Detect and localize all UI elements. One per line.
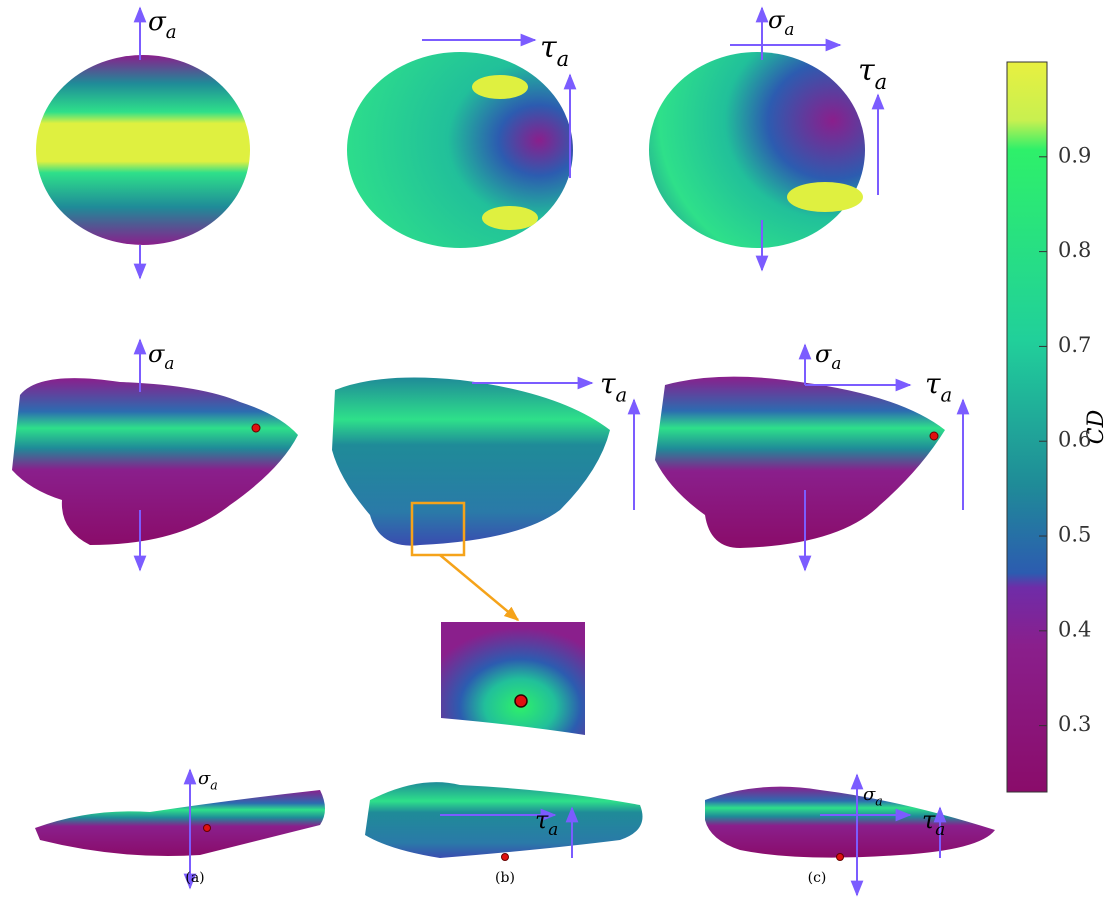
- arrow-label: σa: [198, 768, 218, 792]
- marker-dot: [501, 853, 509, 861]
- specimen-a-side: [35, 790, 325, 856]
- hot-spot: [482, 206, 538, 230]
- zoom-arrow: [439, 554, 520, 621]
- arrow-label: σa: [148, 7, 177, 43]
- arrow-label: σa: [815, 340, 841, 373]
- symbol: τ: [540, 30, 557, 65]
- shapes: [12, 52, 995, 861]
- marker-dot: [203, 824, 211, 832]
- subscript: a: [875, 793, 883, 808]
- marker-dot: [251, 423, 261, 433]
- tick-label: 0.3: [1058, 712, 1091, 736]
- arrow-label: σa: [148, 340, 174, 373]
- load-arrows: [133, 6, 970, 897]
- tick-label: 0.4: [1058, 617, 1091, 641]
- specimen-b: [332, 377, 610, 546]
- symbol: σ: [148, 340, 165, 368]
- symbol: τ: [535, 806, 549, 834]
- arrow-label: τa: [535, 806, 558, 839]
- panel-label: (a): [185, 870, 204, 886]
- panel-label: (b): [495, 870, 515, 886]
- marker-dot: [514, 694, 528, 708]
- arrow-label: σa: [863, 784, 883, 808]
- symbol: τ: [925, 367, 941, 400]
- symbol: τ: [600, 367, 616, 400]
- subscript: a: [935, 819, 945, 839]
- panel-label: (c): [808, 870, 827, 886]
- subscript: a: [831, 353, 841, 373]
- tick-label: 0.5: [1058, 523, 1091, 547]
- symbol: σ: [863, 784, 876, 805]
- subscript: a: [164, 353, 174, 373]
- subscript: a: [166, 22, 177, 43]
- sphere-a: [36, 55, 250, 245]
- specimen-a: [12, 378, 298, 545]
- symbol: σ: [148, 7, 167, 37]
- symbol: σ: [198, 768, 211, 789]
- symbol: τ: [922, 806, 936, 834]
- subscript: a: [210, 777, 218, 792]
- zoom-inset: [441, 622, 585, 735]
- arrow-label: τa: [925, 367, 952, 406]
- specimen-c-side: [705, 786, 995, 858]
- arrow-label: τa: [922, 806, 945, 839]
- subscript: a: [616, 383, 628, 406]
- symbol: σ: [815, 340, 832, 368]
- subscript: a: [941, 383, 953, 406]
- subscript: a: [557, 47, 570, 71]
- colorbar: CD 0.3 0.4 0.5 0.6 0.7 0.8 0.9: [1006, 61, 1109, 793]
- hot-spot: [787, 182, 863, 212]
- tick-label: 0.8: [1058, 238, 1091, 262]
- marker-dot: [836, 853, 844, 861]
- sphere-c: [649, 52, 865, 248]
- colorbar-scale: [1006, 61, 1048, 793]
- tick-label: 0.9: [1058, 143, 1091, 167]
- arrow-label: τa: [540, 30, 569, 71]
- panel-labels: (a) (b) (c): [185, 870, 826, 886]
- specimen-c: [655, 376, 945, 548]
- marker-dot: [929, 431, 939, 441]
- arrow-label: τa: [858, 53, 887, 94]
- subscript: a: [784, 19, 794, 39]
- sphere-b: [347, 52, 573, 248]
- subscript: a: [875, 70, 888, 94]
- hot-spot: [472, 75, 528, 99]
- colorbar-label: CD: [1084, 409, 1109, 444]
- zoom-box: [410, 501, 466, 557]
- arrow-label: τa: [600, 367, 627, 406]
- specimen-b-side: [365, 782, 643, 858]
- symbol: τ: [858, 53, 875, 88]
- tick-label: 0.6: [1058, 428, 1091, 452]
- arrow-label: σa: [768, 6, 794, 39]
- tick-label: 0.7: [1058, 333, 1091, 357]
- symbol: σ: [768, 6, 785, 34]
- subscript: a: [548, 819, 558, 839]
